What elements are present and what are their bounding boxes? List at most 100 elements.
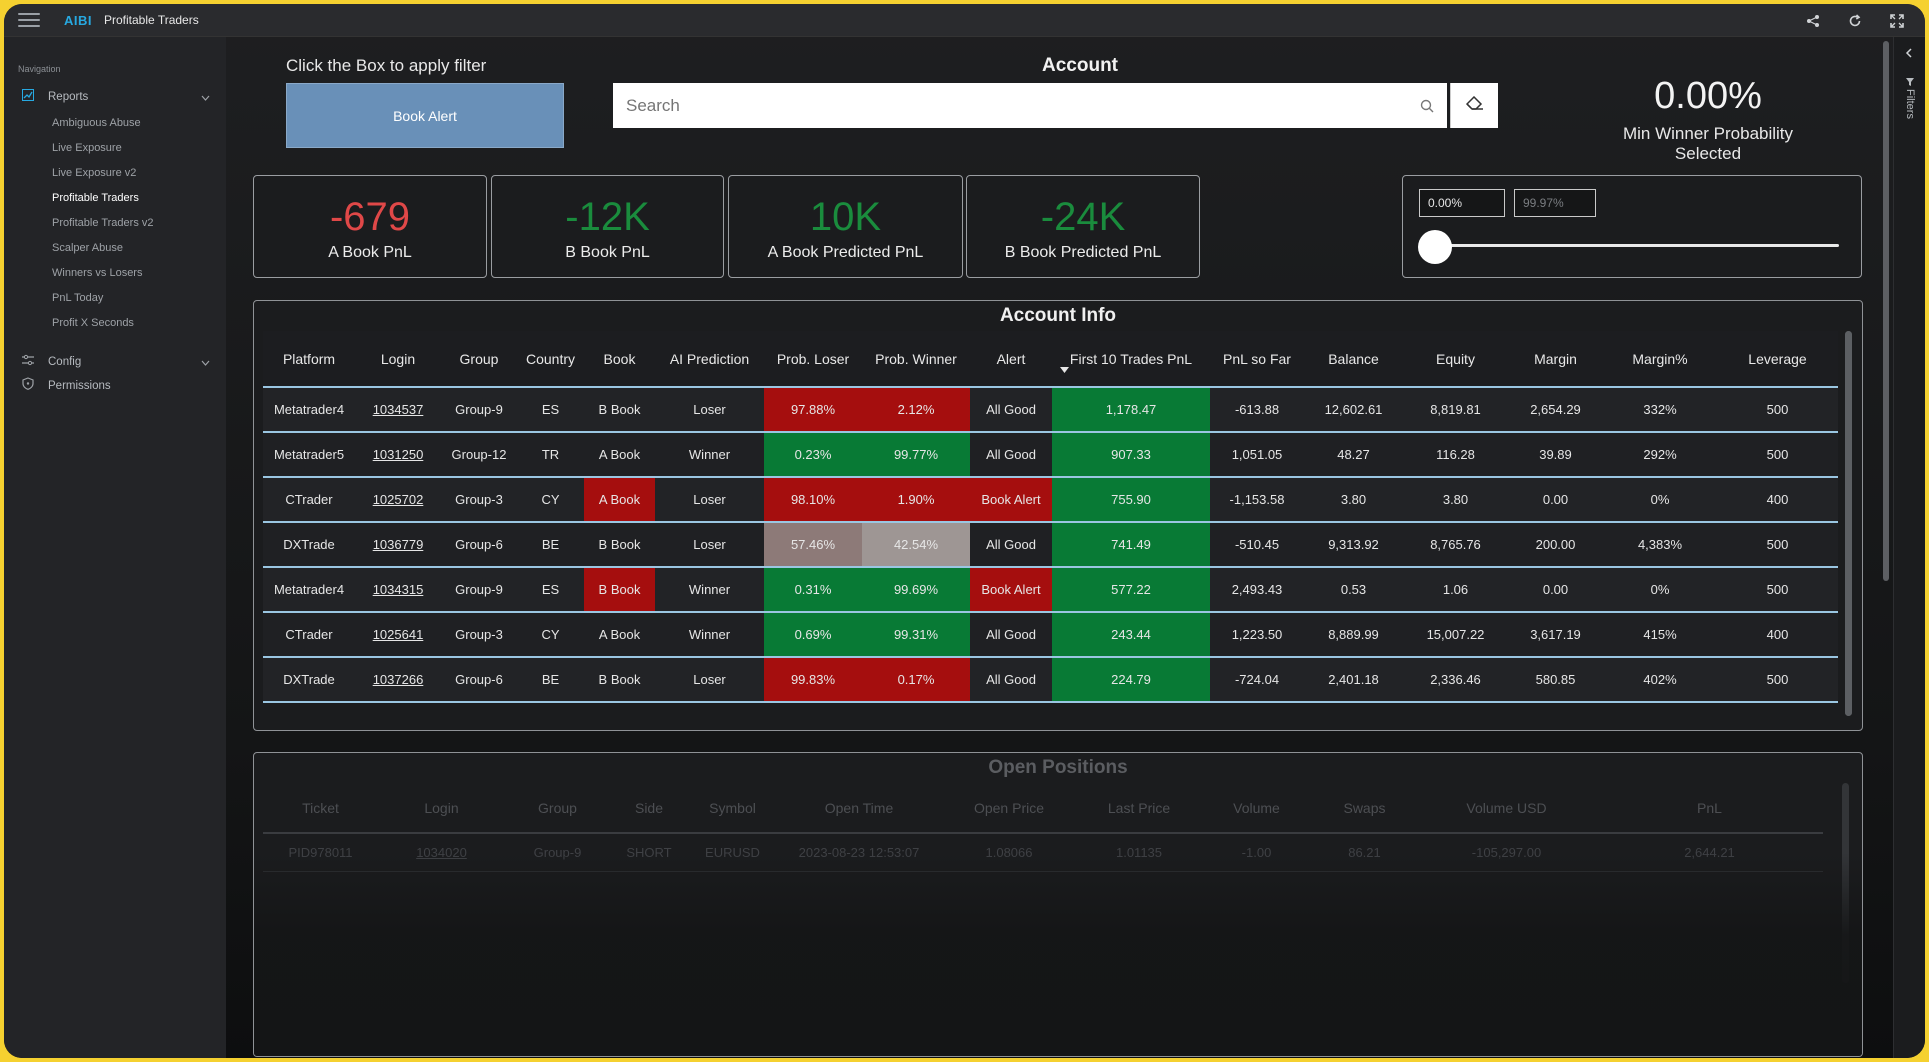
column-header[interactable]: Leverage xyxy=(1717,331,1838,388)
login-link[interactable]: 1034537 xyxy=(372,402,424,417)
column-header[interactable]: Last Price xyxy=(1077,783,1201,834)
sidebar-item-live-exposure-v2[interactable]: Live Exposure v2 xyxy=(52,167,137,179)
table-cell: 755.90 xyxy=(1052,477,1210,523)
column-header[interactable]: Prob. Winner xyxy=(862,331,970,388)
fullscreen-icon[interactable] xyxy=(1889,13,1905,29)
column-header[interactable]: Swaps xyxy=(1312,783,1417,834)
table-cell: All Good xyxy=(970,432,1052,478)
table-cell[interactable]: 1031250 xyxy=(355,432,441,478)
table-cell: 97.88% xyxy=(764,387,862,433)
column-header[interactable]: Open Time xyxy=(777,783,941,834)
chevron-left-icon[interactable] xyxy=(1905,45,1913,63)
table-cell: 99.31% xyxy=(862,612,970,658)
table-cell: -724.04 xyxy=(1210,657,1304,703)
column-header[interactable]: Login xyxy=(378,783,505,834)
column-header[interactable]: Open Price xyxy=(941,783,1077,834)
column-header[interactable]: Margin% xyxy=(1603,331,1717,388)
login-link[interactable]: 1037266 xyxy=(372,672,424,687)
book-alert-filter-button[interactable]: Book Alert xyxy=(286,83,564,148)
column-header[interactable]: PnL so Far xyxy=(1210,331,1304,388)
table-cell: ES xyxy=(517,567,584,613)
column-header[interactable]: Volume USD xyxy=(1417,783,1596,834)
filter-icon[interactable] xyxy=(1906,73,1914,91)
clear-search-button[interactable] xyxy=(1450,83,1498,128)
search-input[interactable] xyxy=(613,83,1407,128)
table-row[interactable]: DXTrade 1037266 Group-6 BE B Book Loser 99.83%… xyxy=(263,657,1838,703)
table-cell: 12,602.61 xyxy=(1304,387,1403,433)
table-row[interactable]: Metatrader5 1031250 Group-12 TR A Book Winner… xyxy=(263,432,1838,478)
min-winner-probability-label: Min Winner Probability Selected xyxy=(1622,124,1794,163)
table-cell[interactable]: 1036779 xyxy=(355,522,441,568)
login-link[interactable]: 1031250 xyxy=(372,447,424,462)
column-header[interactable]: Volume xyxy=(1201,783,1312,834)
column-header[interactable]: Country xyxy=(517,331,584,388)
sidebar-item-ambiguous-abuse[interactable]: Ambiguous Abuse xyxy=(52,117,141,129)
login-link[interactable]: 1034315 xyxy=(372,582,424,597)
column-header[interactable]: Book xyxy=(584,331,655,388)
sidebar-item-winners-vs-losers[interactable]: Winners vs Losers xyxy=(52,267,143,279)
account-info-panel: Account Info Platform Login Group Country Bo… xyxy=(253,300,1863,731)
sidebar-item-live-exposure[interactable]: Live Exposure xyxy=(52,142,122,154)
login-link[interactable]: 1025641 xyxy=(372,627,424,642)
table-row[interactable]: CTrader 1025702 Group-3 CY A Book Loser 98.10%… xyxy=(263,477,1838,523)
slider-track[interactable] xyxy=(1433,244,1839,247)
table-cell: CY xyxy=(517,612,584,658)
table-cell[interactable]: 1037266 xyxy=(355,657,441,703)
column-header[interactable]: Login xyxy=(355,331,441,388)
table-cell[interactable]: 1025702 xyxy=(355,477,441,523)
column-header[interactable]: PnL xyxy=(1596,783,1823,834)
table-cell[interactable]: 1034537 xyxy=(355,387,441,433)
sidebar-item-profitable-traders-v2[interactable]: Profitable Traders v2 xyxy=(52,217,154,229)
table-cell: 200.00 xyxy=(1508,522,1603,568)
slider-min-input[interactable]: 0.00% xyxy=(1419,189,1505,217)
column-header[interactable]: AI Prediction xyxy=(655,331,764,388)
sort-desc-icon[interactable] xyxy=(1060,360,1069,376)
table-cell: Loser xyxy=(655,387,764,433)
kpi-label: B Book PnL xyxy=(565,244,650,261)
column-header[interactable]: Side xyxy=(610,783,688,834)
table-cell: 0.00 xyxy=(1508,477,1603,523)
sidebar-group-config[interactable]: Config xyxy=(22,353,218,371)
menu-icon[interactable] xyxy=(18,13,40,27)
table-cell: 39.89 xyxy=(1508,432,1603,478)
table-row[interactable]: CTrader 1025641 Group-3 CY A Book Winner 0.69%… xyxy=(263,612,1838,658)
column-header[interactable]: Group xyxy=(441,331,517,388)
slider-max-input[interactable]: 99.97% xyxy=(1514,189,1596,217)
sidebar-item-scalper-abuse[interactable]: Scalper Abuse xyxy=(52,242,123,254)
sidebar-item-pnl-today[interactable]: PnL Today xyxy=(52,292,104,304)
share-icon[interactable] xyxy=(1805,13,1821,29)
column-header[interactable]: Balance xyxy=(1304,331,1403,388)
table-cell: Loser xyxy=(655,522,764,568)
login-link[interactable]: 1025702 xyxy=(372,492,424,507)
filters-toggle[interactable]: Filters xyxy=(1904,89,1916,119)
sidebar-item-profit-x-seconds[interactable]: Profit X Seconds xyxy=(52,317,134,329)
table-cell: 500 xyxy=(1717,657,1838,703)
sidebar-group-permissions[interactable]: Permissions xyxy=(22,377,218,395)
table-cell[interactable]: 1034315 xyxy=(355,567,441,613)
app-frame: AIBI Profitable Traders Navigation Repor… xyxy=(4,4,1925,1058)
table-row[interactable]: DXTrade 1036779 Group-6 BE B Book Loser 57.46%… xyxy=(263,522,1838,568)
column-header[interactable]: Ticket xyxy=(263,783,378,834)
sidebar-item-profitable-traders[interactable]: Profitable Traders xyxy=(52,192,139,204)
chevron-down-icon[interactable] xyxy=(201,88,210,106)
login-link[interactable]: 1036779 xyxy=(372,537,424,552)
slider-handle[interactable] xyxy=(1418,230,1452,264)
table-row[interactable]: Metatrader4 1034537 Group-9 ES B Book Loser 97… xyxy=(263,387,1838,433)
search-icon[interactable] xyxy=(1407,99,1447,113)
column-header[interactable]: Alert xyxy=(970,331,1052,388)
chevron-down-icon[interactable] xyxy=(201,353,210,371)
account-info-scrollbar[interactable] xyxy=(1845,331,1852,716)
table-cell: CTrader xyxy=(263,612,355,658)
column-header[interactable]: Prob. Loser xyxy=(764,331,862,388)
column-header[interactable]: Equity xyxy=(1403,331,1508,388)
table-row[interactable]: Metatrader4 1034315 Group-9 ES B Book Winner 0… xyxy=(263,567,1838,613)
column-header[interactable]: Margin xyxy=(1508,331,1603,388)
column-header[interactable]: Platform xyxy=(263,331,355,388)
table-cell[interactable]: 1025641 xyxy=(355,612,441,658)
sidebar-group-reports[interactable]: Reports xyxy=(22,88,218,106)
column-header[interactable]: Group xyxy=(505,783,610,834)
refresh-icon[interactable] xyxy=(1847,13,1863,29)
column-header[interactable]: First 10 Trades PnL xyxy=(1052,331,1210,388)
column-header[interactable]: Symbol xyxy=(688,783,777,834)
page-scrollbar[interactable] xyxy=(1883,41,1889,581)
